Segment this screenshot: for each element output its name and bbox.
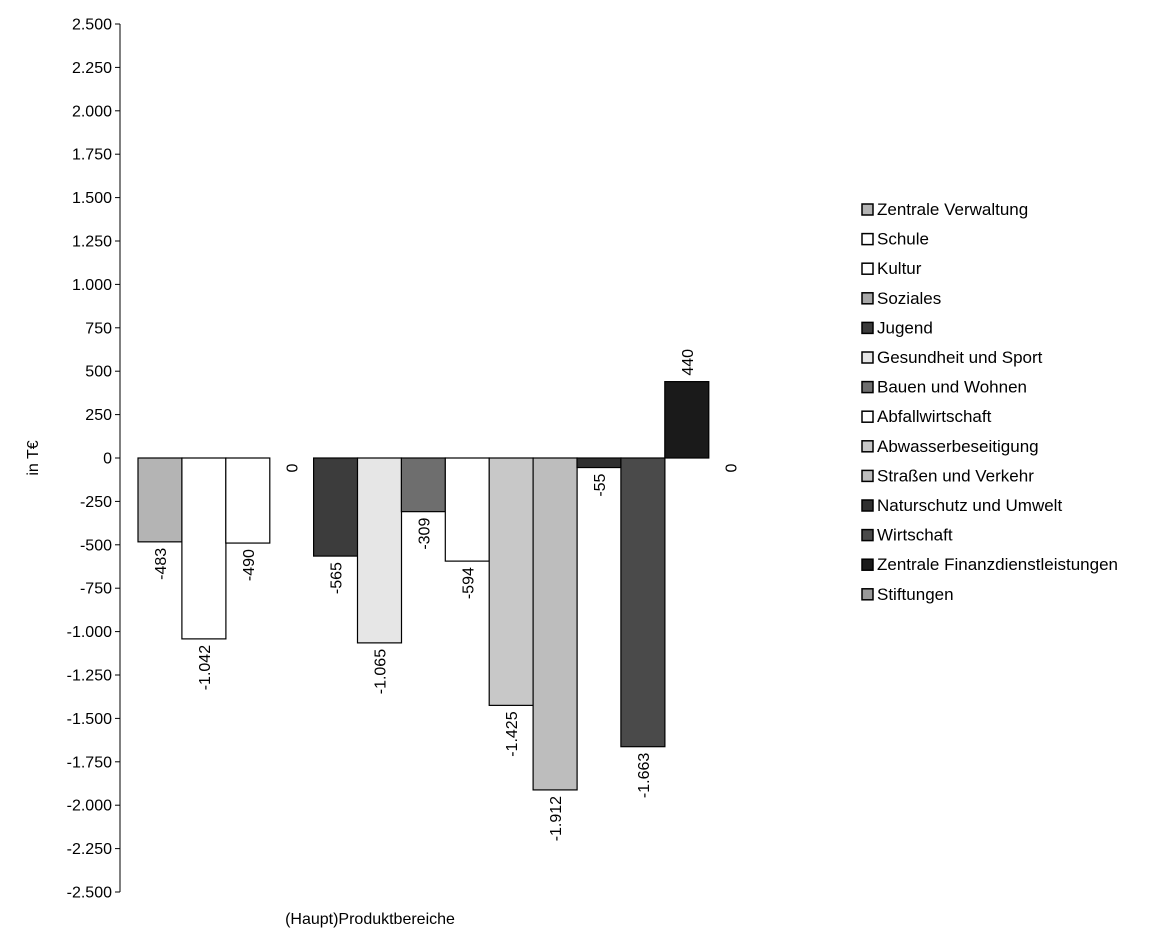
- y-tick-label: -750: [80, 581, 112, 598]
- data-label: -1.425: [504, 711, 521, 756]
- data-label: -1.065: [373, 649, 390, 694]
- legend-label: Abfallwirtschaft: [877, 407, 992, 426]
- y-tick-label: -1.500: [67, 711, 112, 728]
- legend-swatch: [861, 499, 874, 512]
- y-tick-label: 250: [85, 407, 112, 424]
- legend-label: Kultur: [877, 259, 922, 278]
- data-label: -1.912: [548, 796, 565, 841]
- legend-swatch: [861, 440, 874, 453]
- legend-label: Jugend: [877, 318, 933, 337]
- legend-swatch: [861, 528, 874, 542]
- bar: [620, 457, 666, 748]
- y-tick-label: -1.750: [67, 754, 112, 771]
- legend-swatch: [861, 469, 874, 483]
- legend-label: Gesundheit und Sport: [877, 348, 1043, 367]
- bar: [664, 381, 710, 459]
- bar: [576, 457, 622, 469]
- legend-swatch: [861, 321, 874, 335]
- y-axis: 2.500 2.250 2.000 1.750 1.500 1.250 1.000 750 50…: [67, 17, 121, 902]
- bar: [356, 457, 403, 644]
- data-label: -55: [592, 473, 609, 496]
- y-tick-label: 500: [85, 364, 112, 381]
- y-tick-label: -2.000: [67, 798, 112, 815]
- y-tick-label: 1.750: [72, 147, 112, 164]
- y-tick-label: -1.250: [67, 668, 112, 685]
- legend-swatch: [861, 558, 874, 571]
- bar: [488, 457, 534, 706]
- data-label: 0: [285, 463, 302, 472]
- legend-swatch: [861, 588, 874, 601]
- legend: Zentrale Verwaltung Schule Kultur Soziales J…: [861, 200, 1118, 604]
- y-tick-label: 0: [103, 451, 112, 468]
- legend-label: Soziales: [877, 289, 941, 308]
- bar: [137, 457, 183, 543]
- legend-swatch: [861, 203, 874, 216]
- legend-label: Abwasserbeseitigung: [877, 437, 1039, 456]
- y-tick-label: -2.500: [67, 885, 112, 902]
- y-tick-label: -500: [80, 537, 112, 554]
- legend-label: Bauen und Wohnen: [877, 378, 1027, 397]
- legend-swatch: [861, 351, 874, 364]
- legend-swatch: [861, 380, 874, 394]
- legend-label: Zentrale Finanzdienstleistungen: [877, 555, 1118, 574]
- y-tick-label: 1.500: [72, 190, 112, 207]
- data-label: 0: [724, 463, 741, 472]
- data-labels: -483 -1.042 -490 0 -565 -1.065 -309 -594 -1.425 -…: [153, 349, 741, 841]
- legend-label: Naturschutz und Umwelt: [877, 496, 1062, 515]
- legend-swatch: [861, 262, 874, 275]
- legend-label: Straßen und Verkehr: [877, 466, 1034, 485]
- legend-swatch: [861, 232, 874, 246]
- legend-swatch: [861, 410, 874, 423]
- data-label: -565: [329, 562, 346, 594]
- data-label: -483: [153, 548, 170, 580]
- data-label: -490: [241, 549, 258, 581]
- y-tick-label: 750: [85, 320, 112, 337]
- data-label: -309: [416, 518, 433, 550]
- bar: [225, 457, 271, 544]
- bar: [181, 457, 227, 640]
- bars: [137, 381, 710, 791]
- y-tick-label: 1.250: [72, 234, 112, 251]
- bar: [400, 457, 446, 513]
- legend-label: Wirtschaft: [877, 526, 953, 545]
- legend-label: Stiftungen: [877, 585, 954, 604]
- y-tick-label: 2.000: [72, 103, 112, 120]
- data-label: -1.663: [636, 753, 653, 798]
- bar: [313, 457, 359, 557]
- legend-swatch: [861, 292, 874, 305]
- legend-label: Zentrale Verwaltung: [877, 200, 1028, 219]
- bar: [532, 457, 578, 791]
- y-tick-label: -1.000: [67, 624, 112, 641]
- legend-label: Schule: [877, 230, 929, 249]
- y-tick-label: 1.000: [72, 277, 112, 294]
- y-tick-label: 2.500: [72, 17, 112, 34]
- y-tick-label: -250: [80, 494, 112, 511]
- x-axis-title: (Haupt)Produktbereiche: [285, 911, 455, 928]
- y-tick-label: 2.250: [72, 60, 112, 77]
- y-axis-title: in T€: [25, 440, 42, 475]
- bar: [444, 457, 490, 562]
- data-label: 440: [680, 349, 697, 376]
- y-tick-label: -2.250: [67, 841, 112, 858]
- data-label: -1.042: [197, 645, 214, 690]
- data-label: -594: [460, 567, 477, 599]
